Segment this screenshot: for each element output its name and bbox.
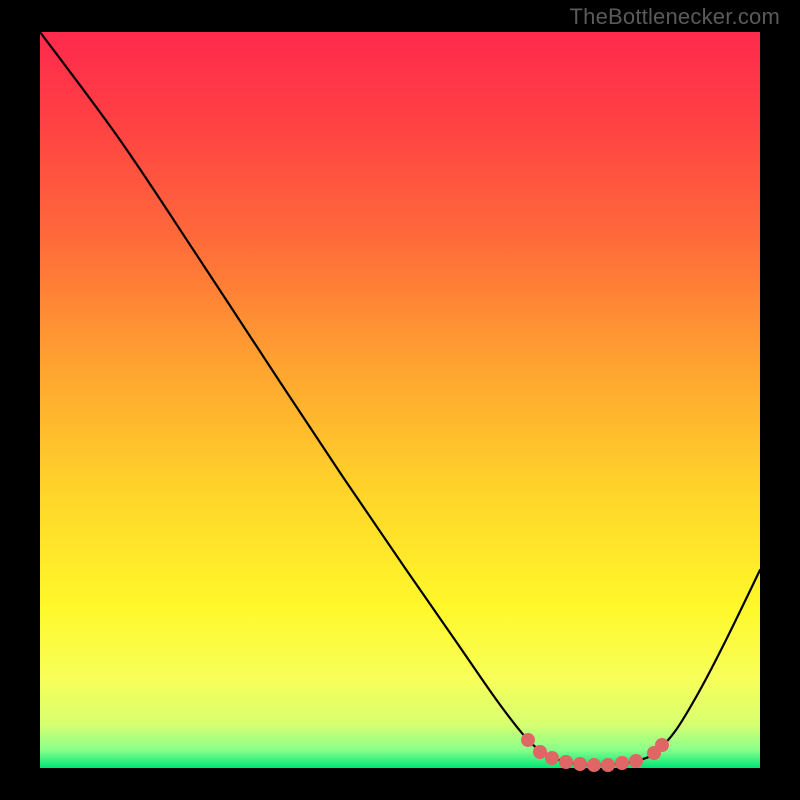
watermark-text: TheBottlenecker.com — [570, 4, 780, 30]
marker-dot — [573, 757, 587, 771]
bottleneck-curve-chart — [0, 0, 800, 800]
marker-dot — [587, 758, 601, 772]
marker-dot — [545, 751, 559, 765]
marker-dot — [655, 738, 669, 752]
marker-dot — [615, 756, 629, 770]
marker-dot — [559, 755, 573, 769]
marker-dot — [533, 745, 547, 759]
marker-dot — [629, 754, 643, 768]
gradient-panel — [40, 32, 760, 768]
chart-frame: TheBottlenecker.com — [0, 0, 800, 800]
marker-dot — [601, 758, 615, 772]
marker-dot — [521, 733, 535, 747]
